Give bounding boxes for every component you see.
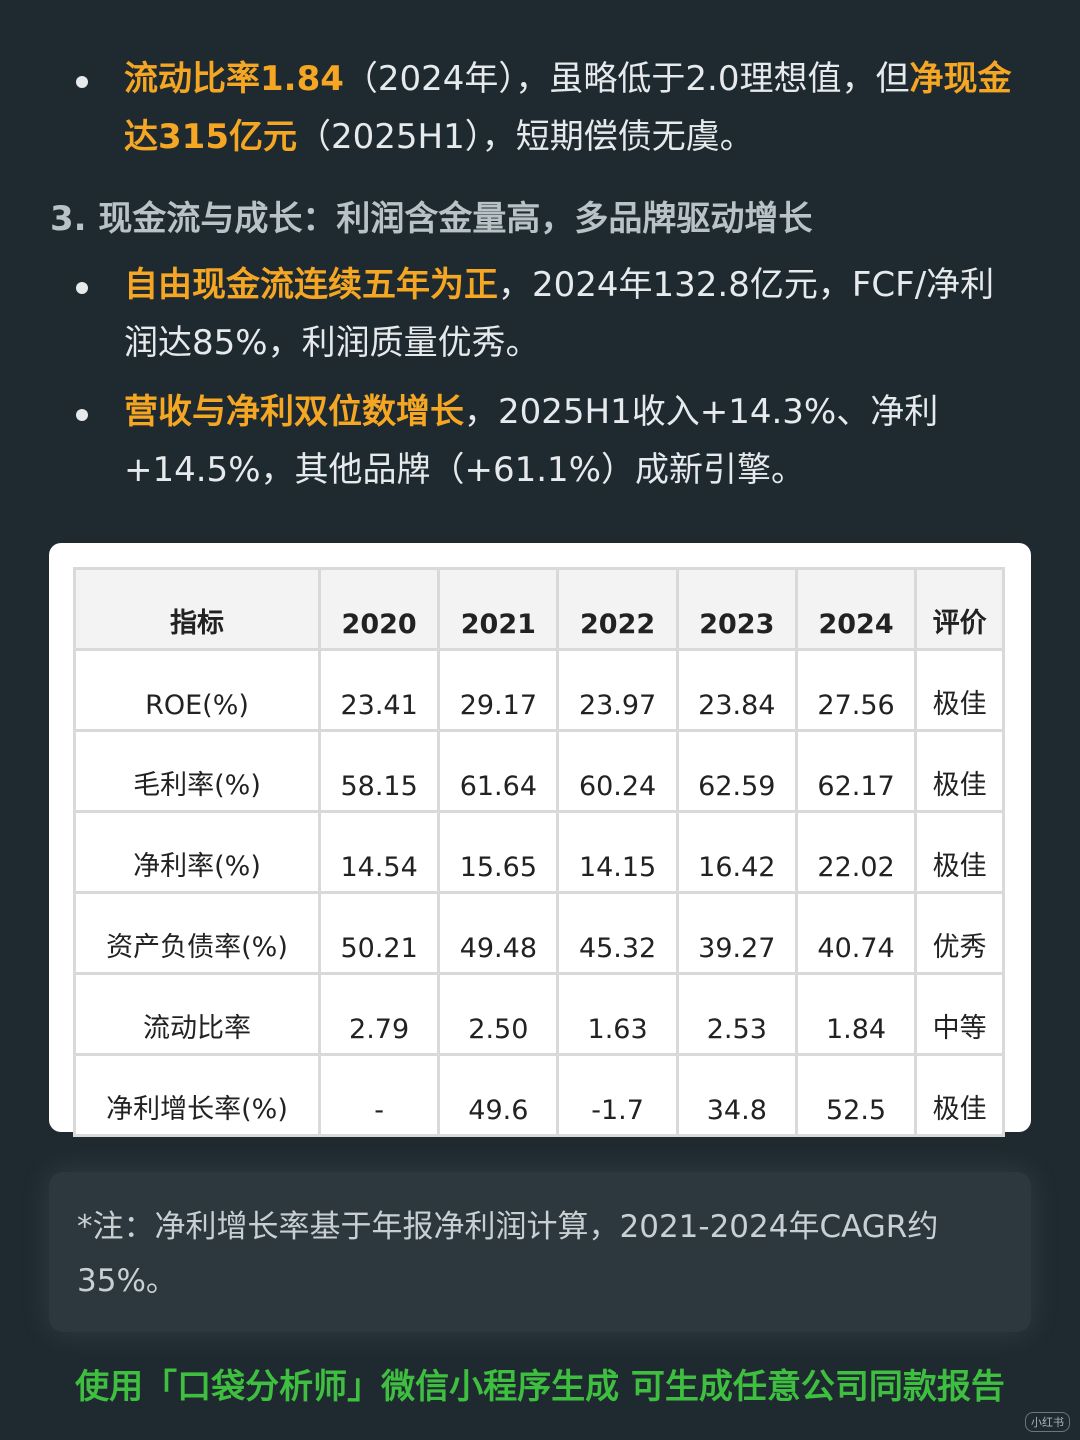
note-box: *注：净利增长率基于年报净利润计算，2021-2024年CAGR约35%。	[49, 1172, 1031, 1332]
table-cell: 23.84	[675, 648, 798, 732]
table-cell: 62.17	[794, 729, 918, 813]
table-cell: 极佳	[914, 810, 1005, 894]
table-cell: 22.02	[794, 810, 918, 894]
table-cell: 40.74	[794, 891, 918, 975]
table-row: 毛利率(%) 58.15 61.64 60.24 62.59 62.17 极佳	[73, 729, 1005, 813]
table-cell: 1.84	[794, 972, 918, 1056]
table-header-row: 指标 2020 2021 2022 2023 2024 评价	[73, 567, 1005, 651]
highlight-text: 流动比率1.84	[124, 59, 344, 99]
footer-promo: 使用「口袋分析师」微信小程序生成 可生成任意公司同款报告	[75, 1367, 1005, 1407]
table-cell: 极佳	[914, 1053, 1005, 1137]
bullet-text: 流动比率1.84（2024年），虽略低于2.0理想值，但净现金达315亿元（20…	[124, 50, 1020, 166]
bullet-dot	[76, 409, 88, 421]
table-cell: 34.8	[675, 1053, 798, 1137]
table-header-cell: 2021	[437, 567, 560, 651]
table-cell: 52.5	[794, 1053, 918, 1137]
watermark: 小红书	[1025, 1412, 1070, 1432]
body-text: （2024年），虽略低于2.0理想值，但	[343, 59, 910, 99]
body-text: ，2025H1收入+14.3%、净利+14.5%，其他品牌（+61.1%）成新引…	[124, 392, 939, 490]
table-cell: 61.64	[437, 729, 560, 813]
table-header-cell: 评价	[914, 567, 1005, 651]
table-header-cell: 2022	[556, 567, 679, 651]
table-header-cell: 2020	[317, 567, 441, 651]
table-cell: 毛利率(%)	[73, 729, 321, 813]
table-cell: 27.56	[794, 648, 918, 732]
table-cell: 49.6	[437, 1053, 560, 1137]
table-cell: 23.97	[556, 648, 679, 732]
note-text: *注：净利增长率基于年报净利润计算，2021-2024年CAGR约35%。	[77, 1209, 939, 1299]
table-cell: 45.32	[556, 891, 679, 975]
table-cell: 60.24	[556, 729, 679, 813]
table-header-cell: 2024	[794, 567, 918, 651]
table-cell: 净利率(%)	[73, 810, 321, 894]
highlight-text: 净现金达315亿元	[124, 59, 1012, 157]
table-cell: 39.27	[675, 891, 798, 975]
table-cell: 2.50	[437, 972, 560, 1056]
table-row: 净利增长率(%) - 49.6 -1.7 34.8 52.5 极佳	[73, 1053, 1005, 1137]
table-cell: 49.48	[437, 891, 560, 975]
bullet-free-cash-flow: 自由现金流连续五年为正，2024年132.8亿元，FCF/净利润达85%，利润质…	[60, 256, 1020, 372]
highlight-text: 自由现金流连续五年为正	[124, 265, 498, 305]
table-cell: 中等	[914, 972, 1005, 1056]
table-cell: 50.21	[317, 891, 441, 975]
table-cell: 29.17	[437, 648, 560, 732]
table-cell: 2.53	[675, 972, 798, 1056]
table-cell: 2.79	[317, 972, 441, 1056]
metrics-table: 指标 2020 2021 2022 2023 2024 评价 ROE(%) 23…	[73, 567, 1005, 1137]
bullet-text: 营收与净利双位数增长，2025H1收入+14.3%、净利+14.5%，其他品牌（…	[124, 383, 1020, 499]
bullet-current-ratio: 流动比率1.84（2024年），虽略低于2.0理想值，但净现金达315亿元（20…	[60, 50, 1020, 166]
table-cell: 1.63	[556, 972, 679, 1056]
table-cell: 15.65	[437, 810, 560, 894]
bullet-revenue-growth: 营收与净利双位数增长，2025H1收入+14.3%、净利+14.5%，其他品牌（…	[60, 383, 1020, 499]
bullet-dot	[76, 76, 88, 88]
table-cell: 14.54	[317, 810, 441, 894]
table-cell: 极佳	[914, 648, 1005, 732]
table-cell: 58.15	[317, 729, 441, 813]
table-cell: ROE(%)	[73, 648, 321, 732]
highlight-text: 营收与净利双位数增长	[124, 392, 464, 432]
metrics-table-card: 指标 2020 2021 2022 2023 2024 评价 ROE(%) 23…	[49, 543, 1031, 1137]
bullet-text: 自由现金流连续五年为正，2024年132.8亿元，FCF/净利润达85%，利润质…	[124, 256, 1020, 372]
table-cell: 14.15	[556, 810, 679, 894]
section-title: 3. 现金流与成长：利润含金量高，多品牌驱动增长	[50, 199, 813, 239]
table-row: 净利率(%) 14.54 15.65 14.15 16.42 22.02 极佳	[73, 810, 1005, 894]
body-text: （2025H1），短期偿债无虞。	[296, 117, 754, 157]
table-cell: -1.7	[556, 1053, 679, 1137]
table-header-cell: 2023	[675, 567, 798, 651]
table-cell: -	[317, 1053, 441, 1137]
table-row: 资产负债率(%) 50.21 49.48 45.32 39.27 40.74 优…	[73, 891, 1005, 975]
bullet-dot	[76, 282, 88, 294]
table-cell: 23.41	[317, 648, 441, 732]
table-cell: 资产负债率(%)	[73, 891, 321, 975]
table-cell: 62.59	[675, 729, 798, 813]
table-cell: 流动比率	[73, 972, 321, 1056]
table-row: 流动比率 2.79 2.50 1.63 2.53 1.84 中等	[73, 972, 1005, 1056]
body-text: ，2024年132.8亿元，FCF/净利润达85%，利润质量优秀。	[124, 265, 995, 363]
table-row: ROE(%) 23.41 29.17 23.97 23.84 27.56 极佳	[73, 648, 1005, 732]
table-cell: 极佳	[914, 729, 1005, 813]
table-header-cell: 指标	[73, 567, 321, 651]
table-cell: 净利增长率(%)	[73, 1053, 321, 1137]
table-cell: 优秀	[914, 891, 1005, 975]
table-cell: 16.42	[675, 810, 798, 894]
